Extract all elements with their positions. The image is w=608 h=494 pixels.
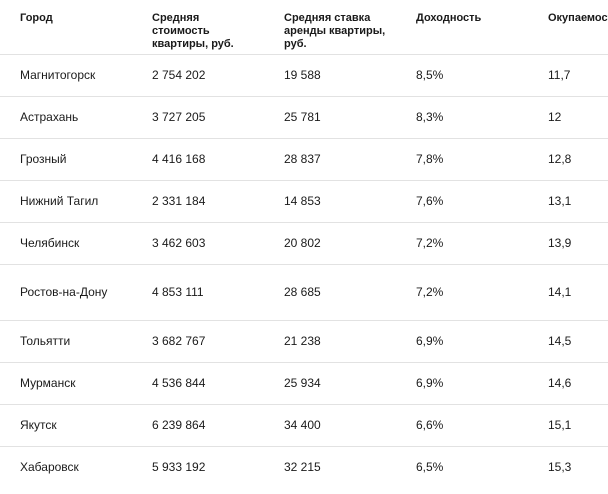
header-row: Город Средняя стоимость квартиры, руб. С… bbox=[0, 0, 608, 55]
cell-city: Грозный bbox=[0, 138, 132, 181]
cell-yield: 7,6% bbox=[396, 180, 528, 223]
cell-price: 5 933 192 bbox=[152, 460, 206, 475]
table-row: Хабаровск 5 933 192 32 215 6,5% 15,3 bbox=[0, 446, 608, 488]
cell-yield: 6,5% bbox=[416, 460, 444, 475]
cell-yield: 7,2% bbox=[396, 222, 528, 265]
cell-rent: 28 685 bbox=[264, 264, 396, 321]
cell-payback: 14,5 bbox=[528, 320, 608, 363]
cell-yield: 6,9% bbox=[396, 320, 528, 363]
cell-payback: 15,1 bbox=[528, 404, 608, 447]
cell-price: 3 462 603 bbox=[132, 222, 264, 265]
table-row: Ростов-на-Дону 4 853 111 28 685 7,2% 14,… bbox=[0, 264, 608, 321]
cell-city: Магнитогорск bbox=[0, 54, 132, 97]
cell-city: Мурманск bbox=[0, 362, 132, 405]
cell-yield: 6,6% bbox=[396, 404, 528, 447]
table-row: Челябинск 3 462 603 20 802 7,2% 13,9 bbox=[0, 222, 608, 265]
cell-payback: 14,6 bbox=[528, 362, 608, 405]
cell-city: Якутск bbox=[0, 404, 132, 447]
header-payback: Окупаемость, лет bbox=[528, 0, 608, 55]
cell-rent: 25 934 bbox=[264, 362, 396, 405]
header-yield: Доходность bbox=[396, 0, 528, 55]
table-row: Тольятти 3 682 767 21 238 6,9% 14,5 bbox=[0, 320, 608, 363]
cell-payback: 11,7 bbox=[528, 54, 608, 97]
cell-yield: 7,2% bbox=[396, 264, 528, 321]
cell-rent: 19 588 bbox=[264, 54, 396, 97]
cell-rent: 20 802 bbox=[264, 222, 396, 265]
cell-city: Хабаровск bbox=[20, 460, 79, 475]
cell-price: 6 239 864 bbox=[132, 404, 264, 447]
cell-payback: 12 bbox=[528, 96, 608, 139]
cell-rent: 32 215 bbox=[284, 460, 321, 475]
cell-yield: 7,8% bbox=[396, 138, 528, 181]
cell-payback: 14,1 bbox=[528, 264, 608, 321]
cell-rent: 14 853 bbox=[264, 180, 396, 223]
cell-price: 3 682 767 bbox=[132, 320, 264, 363]
table-row: Грозный 4 416 168 28 837 7,8% 12,8 bbox=[0, 138, 608, 181]
header-avg-price: Средняя стоимость квартиры, руб. bbox=[132, 0, 264, 55]
cell-rent: 21 238 bbox=[264, 320, 396, 363]
table-row: Астрахань 3 727 205 25 781 8,3% 12 bbox=[0, 96, 608, 139]
cell-rent: 25 781 bbox=[264, 96, 396, 139]
cell-rent: 34 400 bbox=[264, 404, 396, 447]
cell-price: 2 754 202 bbox=[132, 54, 264, 97]
cell-city: Ростов-на-Дону bbox=[0, 264, 132, 321]
table-row: Мурманск 4 536 844 25 934 6,9% 14,6 bbox=[0, 362, 608, 405]
header-avg-rent: Средняя ставка аренды квартиры, руб. bbox=[264, 0, 396, 55]
header-city: Город bbox=[0, 0, 132, 55]
cell-yield: 6,9% bbox=[396, 362, 528, 405]
cell-payback: 13,1 bbox=[528, 180, 608, 223]
cell-yield: 8,5% bbox=[396, 54, 528, 97]
cell-rent: 28 837 bbox=[264, 138, 396, 181]
cell-price: 4 536 844 bbox=[132, 362, 264, 405]
cell-city: Нижний Тагил bbox=[0, 180, 132, 223]
cell-yield: 8,3% bbox=[396, 96, 528, 139]
cell-payback: 15,3 bbox=[548, 460, 572, 475]
table-row: Нижний Тагил 2 331 184 14 853 7,6% 13,1 bbox=[0, 180, 608, 223]
cell-price: 4 853 111 bbox=[132, 264, 264, 321]
cell-payback: 13,9 bbox=[528, 222, 608, 265]
cell-payback: 12,8 bbox=[528, 138, 608, 181]
cell-city: Тольятти bbox=[0, 320, 132, 363]
cell-price: 2 331 184 bbox=[132, 180, 264, 223]
cell-city: Астрахань bbox=[0, 96, 132, 139]
cell-city: Челябинск bbox=[0, 222, 132, 265]
cell-price: 3 727 205 bbox=[132, 96, 264, 139]
cell-price: 4 416 168 bbox=[132, 138, 264, 181]
table-row: Якутск 6 239 864 34 400 6,6% 15,1 bbox=[0, 404, 608, 447]
table-row: Магнитогорск 2 754 202 19 588 8,5% 11,7 bbox=[0, 54, 608, 97]
